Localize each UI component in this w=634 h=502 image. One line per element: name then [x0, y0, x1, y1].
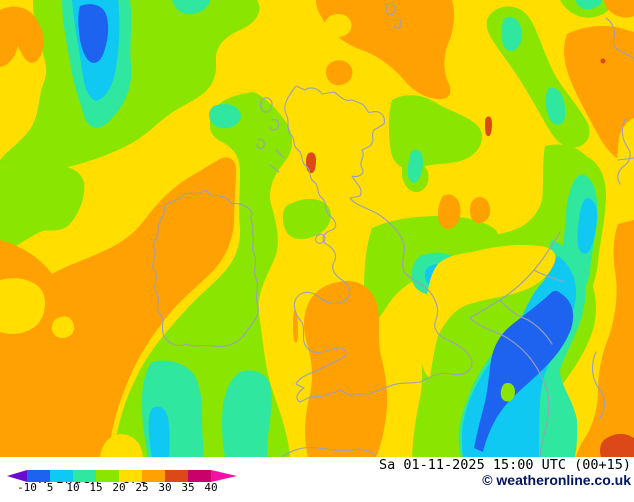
legend-tick-label: 15 [89, 481, 103, 494]
band-20-25-blob [420, 244, 556, 378]
legend-tick-label: 20 [112, 481, 126, 494]
coast-denmark [617, 117, 634, 185]
legend-colorbar [7, 470, 237, 482]
band-10-15-blob [407, 149, 424, 183]
legend-tick-label: 40 [204, 481, 218, 494]
band-25-30-blob [293, 310, 298, 343]
valid-time-label: Sa 01-11-2025 15:00 UTC (00+15) [379, 457, 631, 473]
band-10-15-blob [209, 104, 241, 129]
band-15-20-blob [282, 198, 331, 240]
band-20-25-blob [51, 316, 75, 338]
band-20-25-blob [325, 14, 352, 38]
band-10-15-blob [545, 87, 566, 125]
coast-isle-of-man [315, 233, 326, 244]
legend-segment [142, 470, 165, 482]
band-m10-5-blob [78, 4, 109, 63]
band-5-10-blob [577, 197, 598, 254]
coast-norway [605, 17, 634, 59]
band-30-35-spot [600, 58, 606, 64]
legend-tick-label: 10 [66, 481, 80, 494]
coast-shetland [385, 2, 402, 29]
coast-ireland [152, 189, 259, 347]
copyright-label: © weatheronline.co.uk [482, 472, 631, 488]
legend-tick-label: -10 [17, 481, 37, 494]
coastlines [152, 2, 634, 457]
legend-tick-label: 5 [46, 481, 54, 494]
band-20-25-blob [0, 278, 46, 334]
band-25-30-blob [0, 157, 236, 457]
band-25-30-blob [470, 197, 491, 224]
band-10-15-blob [501, 17, 522, 51]
border-inland-europe [499, 269, 606, 419]
band-m10-5-blob [474, 290, 574, 452]
band-5-10-blob [148, 406, 170, 457]
band-10-15-blob [576, 0, 602, 10]
kindex-map-svg [0, 0, 634, 457]
legend-segment [188, 470, 211, 482]
weather-map [0, 0, 634, 457]
band-m10-5-regions [78, 4, 574, 452]
band-15-20-blob [0, 166, 85, 254]
legend-segment [165, 470, 188, 482]
band-25-30-blob [326, 60, 353, 86]
legend-segment [50, 470, 73, 482]
band-25-30-blob [0, 6, 44, 67]
band-30-35-spot [485, 116, 492, 137]
band-15-20-dot [500, 382, 515, 402]
band-25-30-blob [304, 280, 388, 457]
band-25-30-blob [438, 194, 461, 230]
legend-ticks: -10 5 10 15 20 25 30 35 40 [7, 481, 247, 494]
band-25-30-blob [604, 0, 634, 18]
legend-segment [27, 470, 50, 482]
legend-tick-label: 30 [158, 481, 172, 494]
legend-segment [73, 470, 96, 482]
band-30-35-spot [306, 152, 316, 174]
band-10-15-blob [221, 370, 272, 457]
band-30-35-spot [600, 433, 634, 457]
band-20-25-overlays [0, 14, 556, 457]
legend-segment [119, 470, 142, 482]
band-25-30-blob [564, 26, 634, 158]
band-25-30-regions [0, 0, 634, 457]
band-25-30-blob [576, 220, 634, 457]
coast-great-britain [284, 85, 473, 403]
coast-brittany [281, 446, 377, 457]
coast-hebrides [256, 97, 285, 173]
legend-tick-label: 35 [181, 481, 195, 494]
band-20-25-blob [100, 434, 143, 457]
legend-arrow-below-min [7, 470, 27, 482]
legend-arrow-above-max [211, 470, 237, 482]
legend-segment [96, 470, 119, 482]
legend-tick-label: 25 [135, 481, 149, 494]
coast-benelux-france [469, 231, 561, 457]
band-10-15-blob [172, 0, 210, 15]
